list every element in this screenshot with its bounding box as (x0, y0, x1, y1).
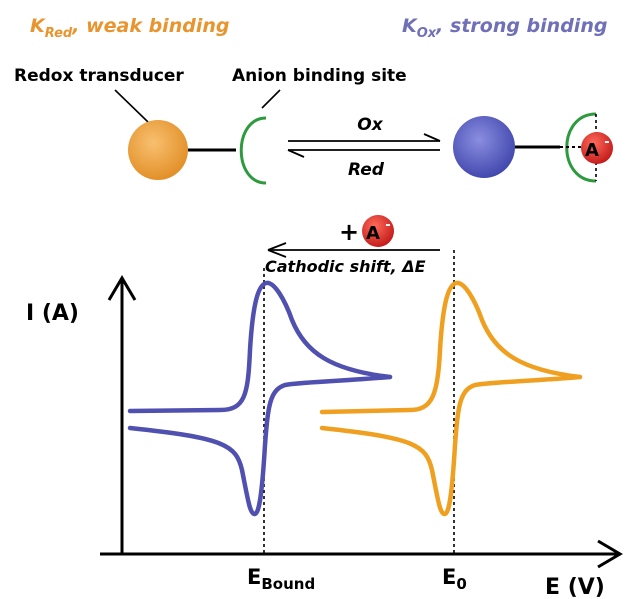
bound-anion-sphere (581, 132, 613, 164)
x-axis-arrow-head (597, 539, 623, 569)
bound-anion-symbol: A (585, 140, 599, 161)
red-arrow-head (287, 149, 305, 158)
redox-transducer-sphere-reduced (128, 120, 188, 180)
bound-anion-charge: - (604, 135, 609, 150)
redox-transducer-label: Redox transducer (14, 66, 184, 86)
anion-binding-site-label: Anion binding site (232, 66, 407, 86)
redox-transducer-sphere-oxidized (453, 116, 515, 178)
x-axis-label: E (V) (545, 575, 605, 599)
cathodic-shift-label: Cathodic shift, ΔE (265, 257, 426, 276)
free-anion-charge: - (385, 218, 390, 233)
cv-curve-free-reverse (319, 374, 583, 517)
k-red-label: KRed, weak binding (30, 15, 229, 41)
e-bound-label: EBound (247, 565, 315, 593)
ox-label: Ox (357, 115, 383, 135)
red-label: Red (348, 160, 385, 180)
ox-arrow-head (423, 133, 441, 142)
plus-sign: + (339, 218, 359, 246)
cathodic-shift-arrow-head (267, 242, 287, 258)
cv-curve-bound-forward (127, 280, 393, 414)
e0-label: E0 (442, 565, 467, 593)
free-anion-symbol: A (366, 223, 380, 244)
y-axis-label: I (A) (26, 301, 79, 326)
free-anion-sphere (362, 215, 394, 247)
binding-site-pointer (261, 89, 281, 109)
transducer-pointer (114, 89, 149, 123)
y-axis-arrow-head (107, 275, 137, 301)
cv-curve-free-forward (319, 280, 583, 415)
cv-curve-bound-reverse (127, 374, 393, 517)
binding-site-cup-reduced (239, 116, 267, 185)
k-ox-label: KOx, strong binding (402, 15, 607, 41)
